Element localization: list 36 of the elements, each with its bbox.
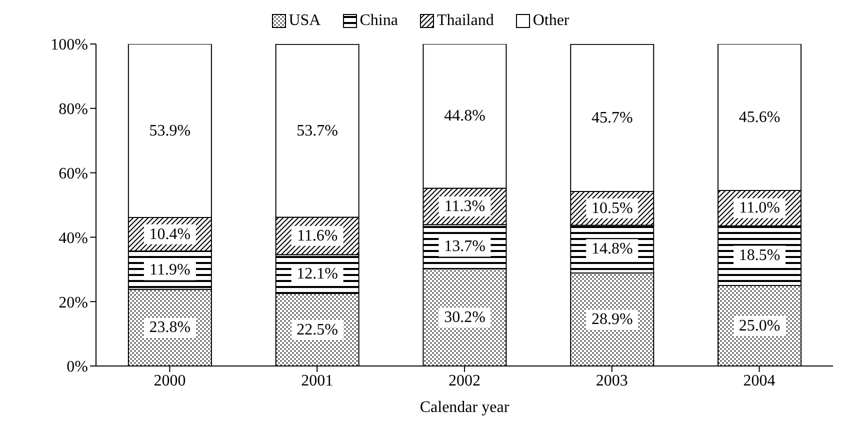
data-label: 14.8%: [591, 240, 633, 258]
data-label: 12.1%: [296, 266, 338, 283]
x-tick-label: 2002: [448, 372, 480, 390]
x-tick-label: 2004: [743, 372, 776, 390]
y-tick-label: 40%: [58, 230, 88, 247]
legend-label: USA: [288, 12, 321, 30]
legend-label: Thailand: [436, 12, 494, 30]
data-label: 25.0%: [738, 317, 780, 334]
x-tick-label: 2000: [154, 372, 186, 390]
x-tick-label: 2003: [596, 372, 628, 390]
y-tick-label: 100%: [50, 36, 88, 54]
data-label: 11.6%: [296, 227, 338, 244]
data-label: 23.8%: [149, 319, 191, 336]
data-label: 10.4%: [149, 226, 191, 243]
data-label: 10.5%: [591, 200, 633, 217]
data-label: 53.7%: [296, 122, 338, 140]
data-label: 11.9%: [150, 262, 190, 279]
data-label: 28.9%: [591, 310, 633, 328]
data-label: 45.7%: [591, 109, 633, 126]
y-tick-label: 80%: [58, 101, 88, 118]
legend-label: China: [358, 12, 398, 30]
x-axis-title: Calendar year: [420, 399, 510, 416]
y-tick-label: 20%: [58, 294, 88, 312]
data-label: 53.9%: [149, 122, 191, 140]
data-label: 13.7%: [444, 238, 486, 256]
legend-label: Other: [532, 12, 570, 30]
y-tick-label: 0%: [66, 358, 88, 376]
y-tick-label: 60%: [58, 165, 88, 182]
data-label: 18.5%: [738, 247, 780, 264]
data-label: 22.5%: [296, 321, 338, 338]
data-label: 45.6%: [738, 108, 780, 126]
data-label: 30.2%: [444, 308, 486, 326]
data-label: 11.3%: [444, 198, 486, 215]
data-label: 11.0%: [739, 200, 780, 217]
data-label: 44.8%: [444, 108, 486, 125]
x-tick-label: 2001: [301, 372, 334, 390]
